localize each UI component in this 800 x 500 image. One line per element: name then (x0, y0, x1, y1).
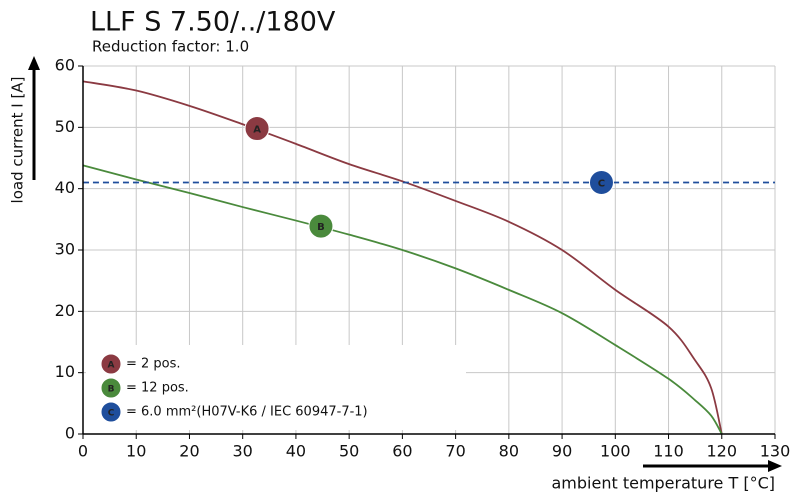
y-tick-label: 30 (55, 240, 75, 259)
x-tick-label: 100 (600, 442, 631, 461)
y-tick-label: 50 (55, 117, 75, 136)
chart-subtitle: Reduction factor: 1.0 (92, 38, 249, 56)
x-tick-label: 10 (126, 442, 146, 461)
x-tick-label: 70 (445, 442, 465, 461)
legend-swatch (100, 401, 122, 423)
y-tick-label: 40 (55, 178, 75, 197)
marker-label: B (317, 222, 325, 233)
y-tick-label: 60 (55, 56, 75, 75)
legend-label: = 12 pos. (126, 381, 189, 396)
x-tick-label: 80 (499, 442, 519, 461)
x-tick-label: 110 (653, 442, 684, 461)
series-line (82, 164, 723, 435)
legend-key: B (108, 385, 115, 395)
series-marker (588, 170, 614, 196)
x-tick-label: 130 (760, 442, 791, 461)
x-axis-label: ambient temperature T [°C] (551, 474, 775, 493)
marker-label: C (598, 179, 605, 190)
y-axis-arrow-head (28, 56, 40, 70)
series-marker (244, 116, 270, 142)
legend-swatch (100, 353, 122, 375)
legend-key: A (108, 361, 115, 371)
y-tick-label: 20 (55, 301, 75, 320)
legend-label: = 6.0 mm²(H07V-K6 / IEC 60947-7-1) (126, 405, 368, 420)
x-tick-label: 60 (392, 442, 412, 461)
marker-label: A (253, 125, 261, 136)
x-tick-label: 20 (179, 442, 199, 461)
legend-label: = 2 pos. (126, 357, 181, 372)
y-tick-label: 10 (55, 362, 75, 381)
chart-title: LLF S 7.50/../180V (90, 7, 336, 38)
y-tick-label: 0 (65, 424, 75, 443)
series-line (82, 80, 723, 435)
x-tick-label: 120 (706, 442, 737, 461)
x-tick-label: 50 (339, 442, 359, 461)
x-tick-label: 0 (78, 442, 88, 461)
x-tick-label: 90 (552, 442, 572, 461)
x-tick-label: 30 (233, 442, 253, 461)
plot: A A = 2 pos. B B = 12 pos. C C = 6.0 mm²(H07V-K6… (82, 80, 775, 435)
x-axis-arrow-head (768, 460, 782, 472)
series-marker (308, 213, 334, 239)
y-axis-label: load current I [A] (9, 77, 27, 204)
legend-swatch (100, 377, 122, 399)
legend-key: C (108, 409, 115, 419)
x-tick-label: 40 (286, 442, 306, 461)
legend-background (86, 345, 466, 430)
